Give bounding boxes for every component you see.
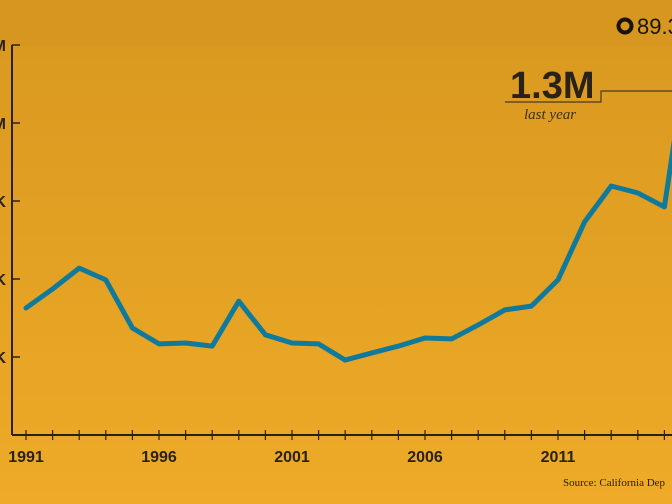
logo-text: 89.3 — [637, 14, 672, 39]
y-tick-label: 500K — [0, 272, 6, 289]
y-tick-label: 250K — [0, 350, 6, 367]
x-tick-label: 2001 — [274, 449, 310, 466]
y-axis-ticks: 250K 500K 750K 1M 1.25M — [0, 38, 20, 367]
callout-leader-line — [505, 90, 672, 103]
x-tick-label: 1996 — [141, 449, 177, 466]
logo: 89.3 — [616, 14, 672, 39]
y-tick-label: 1.25M — [0, 38, 6, 55]
y-tick-label: 750K — [0, 194, 6, 211]
x-tick-label: 1991 — [8, 449, 44, 466]
y-tick-label: 1M — [0, 116, 6, 133]
series-line — [23, 139, 672, 363]
x-tick-label: 2011 — [541, 449, 576, 466]
series-points — [25, 185, 665, 361]
source-note: Source: California Dep — [563, 477, 666, 489]
callout: 1.3M last year — [505, 65, 672, 123]
logo-circle-icon — [616, 17, 634, 35]
callout-label: last year — [524, 107, 576, 123]
x-tick-label: 2006 — [407, 449, 443, 466]
callout-value: 1.3M — [510, 65, 594, 107]
